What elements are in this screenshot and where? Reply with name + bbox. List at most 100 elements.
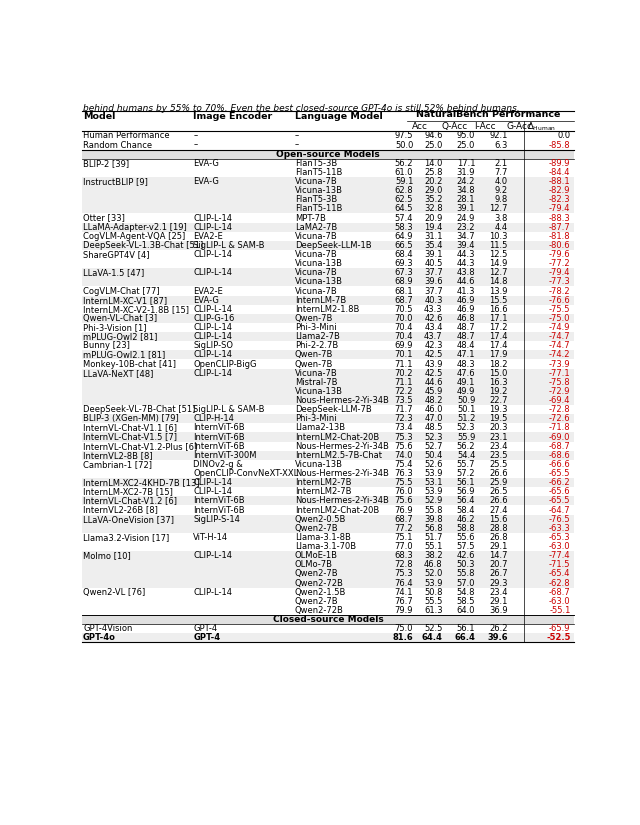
Text: 79.9: 79.9 xyxy=(395,606,413,615)
Text: 97.5: 97.5 xyxy=(395,131,413,140)
Bar xyxy=(81,241,575,250)
Bar xyxy=(81,432,575,441)
Text: SigLIP-SO: SigLIP-SO xyxy=(193,342,233,351)
Text: Llama2-7B: Llama2-7B xyxy=(294,332,340,342)
Text: -71.5: -71.5 xyxy=(549,560,571,569)
Text: 23.5: 23.5 xyxy=(490,450,508,460)
Text: 52.7: 52.7 xyxy=(424,441,443,450)
Text: EVA2-E: EVA2-E xyxy=(193,232,223,241)
Text: LaMA2-7B: LaMA2-7B xyxy=(294,223,337,232)
Text: Bunny [23]: Bunny [23] xyxy=(83,342,130,351)
Text: 53.9: 53.9 xyxy=(424,578,443,587)
Text: 26.6: 26.6 xyxy=(489,497,508,506)
Bar xyxy=(81,149,575,158)
Text: 31.9: 31.9 xyxy=(457,168,476,177)
Text: -72.9: -72.9 xyxy=(549,387,571,396)
Text: 58.3: 58.3 xyxy=(395,223,413,232)
Text: DeepSeek-LLM-1B: DeepSeek-LLM-1B xyxy=(294,241,371,250)
Text: Vicuna-13B: Vicuna-13B xyxy=(294,387,342,396)
Text: 75.3: 75.3 xyxy=(395,569,413,578)
Text: 6.3: 6.3 xyxy=(495,140,508,149)
Text: –: – xyxy=(193,140,197,149)
Text: -74.7: -74.7 xyxy=(549,342,571,351)
Text: 45.9: 45.9 xyxy=(424,387,443,396)
Text: Phi-2-2.7B: Phi-2-2.7B xyxy=(294,342,338,351)
Text: 39.1: 39.1 xyxy=(457,205,476,214)
Text: EVA-G: EVA-G xyxy=(193,158,219,167)
Text: Phi-3-Mini: Phi-3-Mini xyxy=(294,414,336,423)
Text: 75.3: 75.3 xyxy=(395,432,413,441)
Text: Molmo [10]: Molmo [10] xyxy=(83,551,131,560)
Text: -87.7: -87.7 xyxy=(549,223,571,232)
Text: InternLM2-1.8B: InternLM2-1.8B xyxy=(294,304,359,314)
Text: 19.5: 19.5 xyxy=(490,414,508,423)
Text: 51.2: 51.2 xyxy=(457,414,476,423)
Text: -68.7: -68.7 xyxy=(549,441,571,450)
Text: 42.5: 42.5 xyxy=(424,369,443,378)
Text: InternLM2-7B: InternLM2-7B xyxy=(294,488,351,497)
Text: 71.1: 71.1 xyxy=(395,360,413,369)
Text: 52.0: 52.0 xyxy=(424,569,443,578)
Bar xyxy=(81,414,575,423)
Text: -69.4: -69.4 xyxy=(549,396,571,405)
Text: Phi-3-Vision [1]: Phi-3-Vision [1] xyxy=(83,323,147,332)
Text: 20.9: 20.9 xyxy=(424,214,443,223)
Text: DeepSeek-VL-1.3B-Chat [51]: DeepSeek-VL-1.3B-Chat [51] xyxy=(83,241,204,250)
Text: -79.4: -79.4 xyxy=(549,268,571,277)
Text: 36.9: 36.9 xyxy=(489,606,508,615)
Text: 28.1: 28.1 xyxy=(457,196,476,205)
Text: 43.9: 43.9 xyxy=(424,360,443,369)
Text: CLIP-L-14: CLIP-L-14 xyxy=(193,587,232,596)
Text: 17.4: 17.4 xyxy=(490,342,508,351)
Text: 39.6: 39.6 xyxy=(487,634,508,642)
Text: 71.7: 71.7 xyxy=(395,405,413,414)
Text: InternLM2-7B: InternLM2-7B xyxy=(294,478,351,487)
Text: 56.2: 56.2 xyxy=(395,158,413,167)
Bar xyxy=(81,515,575,524)
Text: 94.6: 94.6 xyxy=(424,131,443,140)
Text: 56.9: 56.9 xyxy=(457,488,476,497)
Text: 75.4: 75.4 xyxy=(395,460,413,469)
Text: 47.1: 47.1 xyxy=(457,351,476,360)
Text: Vicuna-7B: Vicuna-7B xyxy=(294,250,337,259)
Bar xyxy=(81,223,575,232)
Bar xyxy=(81,177,575,186)
Text: InstructBLIP [9]: InstructBLIP [9] xyxy=(83,177,148,186)
Text: 22.7: 22.7 xyxy=(490,396,508,405)
Text: Monkey-10B-chat [41]: Monkey-10B-chat [41] xyxy=(83,360,176,369)
Text: 17.2: 17.2 xyxy=(490,323,508,332)
Text: Qwen2-1.5B: Qwen2-1.5B xyxy=(294,587,346,596)
Text: 17.9: 17.9 xyxy=(490,351,508,360)
Text: 16.3: 16.3 xyxy=(489,378,508,387)
Text: GPT-4: GPT-4 xyxy=(193,625,217,633)
Text: 73.5: 73.5 xyxy=(395,396,413,405)
Text: 51.7: 51.7 xyxy=(424,533,443,542)
Text: OpenCLIP-BigG: OpenCLIP-BigG xyxy=(193,360,257,369)
Text: 62.5: 62.5 xyxy=(395,196,413,205)
Bar xyxy=(81,332,575,342)
Text: InternViT-6B: InternViT-6B xyxy=(193,506,244,515)
Text: 48.5: 48.5 xyxy=(424,423,443,432)
Text: -64.7: -64.7 xyxy=(549,506,571,515)
Text: 27.4: 27.4 xyxy=(490,506,508,515)
Text: -55.1: -55.1 xyxy=(549,606,571,615)
Text: 52.3: 52.3 xyxy=(457,423,476,432)
Text: 55.7: 55.7 xyxy=(457,460,476,469)
Text: LLaMA-Adapter-v2.1 [19]: LLaMA-Adapter-v2.1 [19] xyxy=(83,223,187,232)
Text: -72.8: -72.8 xyxy=(549,405,571,414)
Text: 50.3: 50.3 xyxy=(457,560,476,569)
Text: -74.2: -74.2 xyxy=(549,351,571,360)
Bar xyxy=(81,196,575,205)
Text: 55.8: 55.8 xyxy=(424,506,443,515)
Text: 14.9: 14.9 xyxy=(490,259,508,268)
Text: SigLIP-L & SAM-B: SigLIP-L & SAM-B xyxy=(193,405,265,414)
Text: InternViT-6B: InternViT-6B xyxy=(193,423,244,432)
Text: 50.8: 50.8 xyxy=(424,587,443,596)
Text: 57.4: 57.4 xyxy=(395,214,413,223)
Text: -63.0: -63.0 xyxy=(549,596,571,606)
Text: Qwen-7B: Qwen-7B xyxy=(294,351,333,360)
Text: Language Model: Language Model xyxy=(294,112,383,121)
Text: 75.6: 75.6 xyxy=(395,497,413,506)
Text: 54.4: 54.4 xyxy=(457,450,476,460)
Text: 9.8: 9.8 xyxy=(495,196,508,205)
